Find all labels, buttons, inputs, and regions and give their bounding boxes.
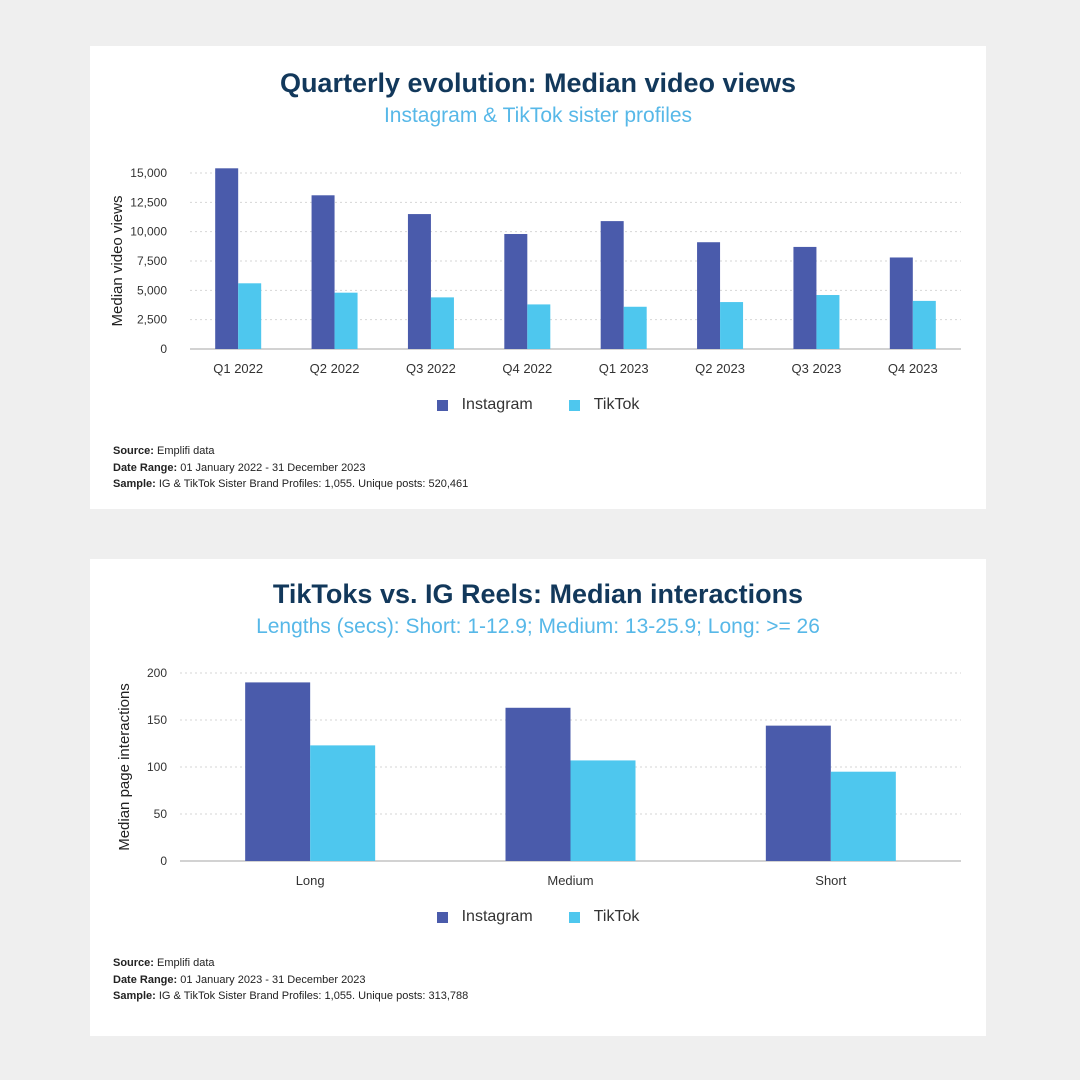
chart-legend: Instagram TikTok [90, 396, 986, 414]
x-tick-label: Q2 2023 [695, 361, 745, 376]
date-range-note: Date Range: 01 January 2022 - 31 Decembe… [113, 460, 468, 477]
sample-label: Sample: [113, 990, 156, 1002]
x-tick-label: Q2 2022 [310, 361, 360, 376]
bar-tiktok-q4-2023 [912, 300, 936, 349]
chart-subtitle: Instagram & TikTok sister profiles [383, 104, 693, 127]
date-range-value: 01 January 2022 - 31 December 2023 [180, 461, 366, 474]
bar-instagram-medium [505, 707, 571, 861]
bar-tiktok-q3-2022 [430, 297, 454, 349]
chart-notes: Source: Emplifi data Date Range: 01 Janu… [113, 443, 468, 493]
bar-tiktok-q2-2023 [720, 302, 744, 349]
bar-tiktok-q1-2022 [238, 283, 262, 349]
sample-note: Sample: IG & TikTok Sister Brand Profile… [113, 988, 468, 1005]
source-label: Source: [113, 445, 154, 457]
date-range-label: Date Range: [113, 973, 178, 986]
source-note: Source: Emplifi data [113, 443, 468, 460]
x-tick-label: Medium [547, 873, 593, 888]
y-tick-label: 10,000 [130, 225, 167, 239]
bar-instagram-q4-2022 [504, 234, 528, 349]
bar-tiktok-q3-2023 [816, 295, 840, 349]
bar-instagram-long [245, 682, 311, 861]
y-tick-label: 7,500 [137, 254, 167, 268]
chart-title: TikToks vs. IG Reels: Median interaction… [272, 579, 804, 609]
chart-title: Quarterly evolution: Median video views [279, 68, 797, 98]
legend-swatch-tiktok [568, 399, 580, 411]
y-tick-label: 15,000 [130, 166, 167, 180]
y-tick-label: 150 [147, 713, 167, 727]
legend-swatch-instagram [436, 911, 448, 923]
bar-tiktok-long [310, 745, 376, 861]
bar-instagram-q3-2023 [793, 246, 817, 349]
x-tick-label: Q4 2022 [502, 361, 552, 376]
y-tick-label: 12,500 [130, 195, 167, 209]
legend-label-instagram: Instagram [461, 908, 533, 925]
source-value: Emplifi data [157, 445, 215, 457]
legend-item-tiktok: TikTok [568, 908, 640, 926]
sample-note: Sample: IG & TikTok Sister Brand Profile… [113, 476, 468, 493]
legend-label-instagram: Instagram [461, 396, 533, 413]
y-tick-label: 5,000 [137, 283, 167, 297]
sample-value: IG & TikTok Sister Brand Profiles: 1,055… [158, 478, 469, 490]
x-tick-label: Q3 2022 [406, 361, 456, 376]
sample-value: IG & TikTok Sister Brand Profiles: 1,055… [158, 990, 469, 1002]
bar-instagram-q4-2023 [889, 257, 913, 349]
chart-subtitle: Lengths (secs): Short: 1-12.9; Medium: 1… [256, 615, 820, 638]
x-tick-label: Long [296, 873, 325, 888]
bar-chart-quarterly-views: 0 2,500 5,000 7,500 10,000 12,500 15,000 Median… [109, 166, 961, 376]
bar-tiktok-medium [570, 760, 636, 861]
y-axis-title: Median video views [109, 196, 126, 327]
x-tick-label: Q1 2022 [213, 361, 263, 376]
legend-swatch-instagram [436, 399, 448, 411]
y-tick-label: 50 [154, 807, 168, 821]
x-tick-label: Short [815, 873, 846, 888]
y-axis-title: Median page interactions [116, 683, 133, 851]
bar-instagram-q3-2022 [407, 214, 431, 349]
bar-instagram-q1-2022 [215, 168, 239, 349]
sample-label: Sample: [113, 478, 156, 490]
bar-instagram-q2-2022 [311, 195, 335, 349]
x-tick-label: Q4 2023 [888, 361, 938, 376]
bar-instagram-short [765, 725, 831, 861]
bar-instagram-q1-2023 [600, 221, 624, 349]
date-range-value: 01 January 2023 - 31 December 2023 [180, 973, 366, 986]
bar-tiktok-q1-2023 [623, 306, 647, 349]
legend-item-tiktok: TikTok [568, 396, 640, 414]
legend-label-tiktok: TikTok [593, 396, 640, 413]
chart-card-quarterly-views: Quarterly evolution: Median video views … [90, 46, 986, 509]
legend-label-tiktok: TikTok [593, 908, 640, 925]
source-value: Emplifi data [157, 957, 215, 969]
y-tick-label: 0 [160, 854, 167, 868]
chart-notes: Source: Emplifi data Date Range: 01 Janu… [113, 955, 468, 1005]
x-tick-label: Q3 2023 [792, 361, 842, 376]
y-tick-label: 200 [147, 666, 167, 680]
legend-item-instagram: Instagram [436, 908, 533, 926]
chart-card-median-interactions: TikToks vs. IG Reels: Median interaction… [90, 559, 986, 1036]
bar-chart-median-interactions: 0 50 100 150 200 Median page interactions Long… [116, 666, 961, 888]
date-range-note: Date Range: 01 January 2023 - 31 Decembe… [113, 972, 468, 989]
bar-tiktok-short [830, 771, 896, 861]
source-label: Source: [113, 957, 154, 969]
legend-swatch-tiktok [568, 911, 580, 923]
chart-legend: Instagram TikTok [90, 908, 986, 926]
y-tick-label: 100 [147, 760, 167, 774]
bar-instagram-q2-2023 [697, 242, 721, 349]
bar-tiktok-q2-2022 [334, 292, 358, 349]
legend-item-instagram: Instagram [436, 396, 533, 414]
x-tick-label: Q1 2023 [599, 361, 649, 376]
y-tick-label: 0 [160, 342, 167, 356]
y-tick-label: 2,500 [137, 313, 167, 327]
bar-tiktok-q4-2022 [527, 304, 551, 349]
source-note: Source: Emplifi data [113, 955, 468, 972]
date-range-label: Date Range: [113, 461, 178, 474]
